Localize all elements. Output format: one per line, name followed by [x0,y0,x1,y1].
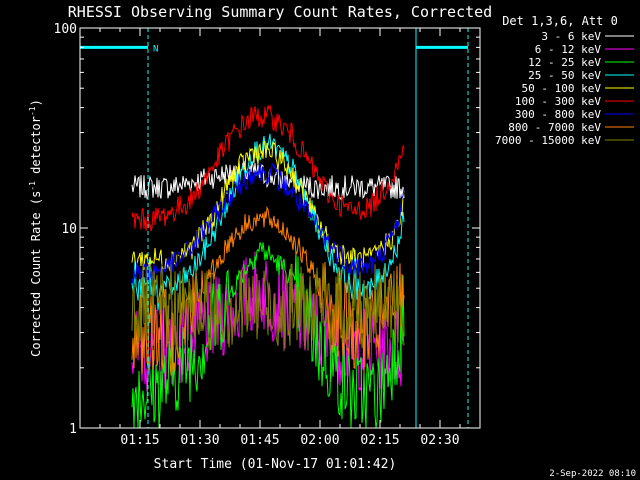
legend-item-label: 12 - 25 keV [528,56,601,69]
y-tick-label: 10 [61,222,77,237]
legend-item-label: 3 - 6 keV [541,30,601,43]
legend-item-label: 50 - 100 keV [522,82,602,95]
attenuator-label: N [153,44,158,54]
series-6-line [131,163,405,284]
footer-date: 2-Sep-2022 08:10 [549,469,636,479]
x-axis-label: Start Time (01-Nov-17 01:01:42) [154,457,397,472]
legend-item-label: 25 - 50 keV [528,69,601,82]
y-axis-label: Corrected Count Rate (s-1 detector-1) [28,99,43,357]
series-2-line [131,242,405,429]
series-5-line [131,104,405,232]
y-label-part: detector [29,116,43,181]
x-tick-label: 01:30 [180,433,219,448]
series-3-line [131,133,405,311]
x-tick-label: 02:00 [300,433,339,448]
x-tick-label: 01:15 [120,433,159,448]
x-tick-label: 02:30 [420,433,459,448]
axis-layer: 01:15 01:30 01:45 02:00 02:15 02:30 1 10 100 [54,22,480,448]
chart-title: RHESSI Observing Summary Count Rates, Co… [68,3,492,21]
x-tick-label: 01:45 [240,433,279,448]
y-label-part: Corrected Count Rate (s [29,191,43,357]
legend-title: Det 1,3,6, Att 0 [502,14,618,28]
x-tick-label: 02:15 [360,433,399,448]
y-tick-label: 1 [69,422,77,437]
legend-item-label: 300 - 800 keV [515,108,601,121]
legend-item-label: 7000 - 15000 keV [495,134,601,147]
y-tick-label: 100 [54,22,77,37]
y-label-superscript: -1 [28,181,37,191]
series-8-line [131,263,405,352]
y-label-part: ) [29,99,43,106]
legend-item-label: 6 - 12 keV [535,43,602,56]
legend-item-label: 100 - 300 keV [515,95,601,108]
y-label-superscript: -1 [28,106,37,116]
series-0-line [131,160,405,201]
series-layer [131,104,405,429]
legend-item-label: 800 - 7000 keV [508,121,601,134]
